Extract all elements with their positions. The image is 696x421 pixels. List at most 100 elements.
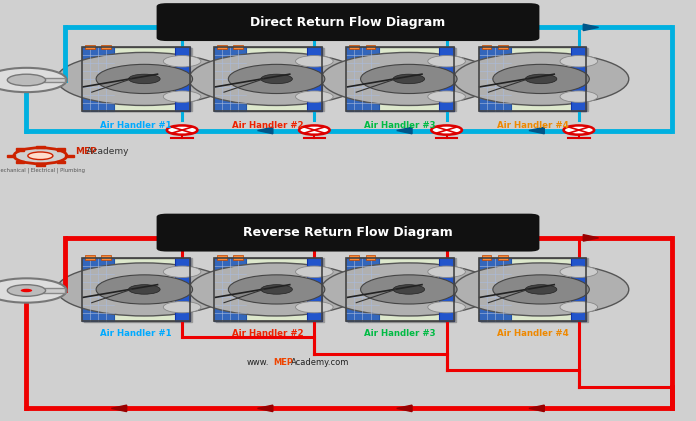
Bar [214, 258, 246, 321]
Text: Air Handler #2: Air Handler #2 [232, 329, 303, 338]
Bar [82, 258, 114, 321]
Bar [571, 47, 586, 110]
Text: MEP: MEP [273, 357, 293, 367]
Bar [214, 47, 246, 110]
Circle shape [228, 64, 325, 93]
Bar [349, 45, 359, 49]
Bar [84, 48, 192, 111]
Bar [439, 258, 454, 321]
Bar [482, 255, 491, 259]
Text: Air Handler #3: Air Handler #3 [365, 329, 436, 338]
Bar [65, 155, 74, 157]
Polygon shape [180, 234, 195, 241]
Circle shape [296, 91, 333, 102]
Polygon shape [529, 127, 544, 134]
Circle shape [7, 74, 46, 86]
Circle shape [428, 56, 466, 67]
Bar [214, 47, 322, 110]
Circle shape [393, 74, 425, 84]
Bar [214, 258, 322, 321]
Bar [15, 148, 24, 151]
Circle shape [560, 91, 598, 102]
Polygon shape [444, 24, 459, 31]
Circle shape [129, 74, 160, 84]
Circle shape [228, 275, 325, 304]
Bar [216, 258, 324, 322]
Circle shape [560, 266, 598, 277]
Polygon shape [583, 234, 599, 241]
Bar [346, 47, 454, 110]
Circle shape [129, 285, 160, 294]
Bar [85, 45, 95, 49]
Text: Academy.com: Academy.com [291, 357, 349, 367]
Bar [233, 255, 243, 259]
Circle shape [96, 275, 193, 304]
Bar [82, 47, 189, 110]
Circle shape [296, 266, 333, 277]
Bar [346, 258, 454, 321]
Bar [346, 258, 454, 321]
Text: Academy: Academy [75, 147, 129, 156]
Bar [175, 47, 189, 110]
Bar [479, 258, 511, 321]
Text: Air Handler #2: Air Handler #2 [232, 121, 303, 130]
Bar [348, 258, 457, 322]
Text: Air Handler #1: Air Handler #1 [100, 329, 171, 338]
Circle shape [28, 152, 53, 160]
Text: Direct Return Flow Diagram: Direct Return Flow Diagram [251, 16, 445, 29]
Bar [57, 148, 65, 151]
Bar [480, 258, 589, 322]
Bar [217, 45, 227, 49]
Circle shape [321, 263, 496, 316]
Text: Air Handler #3: Air Handler #3 [365, 121, 436, 130]
Circle shape [299, 125, 330, 135]
Bar [82, 47, 189, 110]
Circle shape [56, 52, 232, 106]
Text: Reverse Return Flow Diagram: Reverse Return Flow Diagram [243, 226, 453, 239]
Text: Air Handler #1: Air Handler #1 [100, 121, 171, 130]
Bar [82, 258, 189, 321]
Circle shape [560, 301, 598, 313]
Circle shape [96, 64, 193, 93]
Circle shape [428, 91, 466, 102]
Text: Air Handler #4: Air Handler #4 [496, 121, 569, 130]
Circle shape [525, 74, 557, 84]
Circle shape [564, 125, 594, 135]
Bar [216, 48, 324, 111]
Polygon shape [258, 127, 273, 134]
Circle shape [432, 125, 462, 135]
Circle shape [261, 285, 292, 294]
Polygon shape [180, 24, 195, 31]
Circle shape [428, 266, 466, 277]
Circle shape [167, 125, 198, 135]
Text: www.: www. [247, 357, 269, 367]
FancyBboxPatch shape [157, 214, 539, 252]
Polygon shape [258, 405, 273, 412]
Bar [36, 146, 45, 148]
Bar [480, 48, 589, 111]
Text: Air Handler #4: Air Handler #4 [496, 329, 569, 338]
Circle shape [189, 52, 364, 106]
Bar [346, 47, 379, 110]
Bar [36, 163, 45, 166]
Circle shape [560, 56, 598, 67]
Circle shape [164, 91, 201, 102]
Circle shape [493, 64, 590, 93]
Bar [482, 45, 491, 49]
Circle shape [0, 68, 67, 92]
Circle shape [164, 56, 201, 67]
Circle shape [0, 278, 67, 303]
Bar [101, 255, 111, 259]
Circle shape [428, 301, 466, 313]
Bar [439, 47, 454, 110]
Polygon shape [397, 405, 412, 412]
Bar [307, 47, 322, 110]
Circle shape [21, 289, 32, 292]
FancyBboxPatch shape [157, 3, 539, 41]
Bar [15, 161, 24, 163]
Circle shape [361, 64, 457, 93]
Circle shape [296, 301, 333, 313]
Bar [82, 258, 189, 321]
Polygon shape [583, 24, 599, 31]
Circle shape [525, 285, 557, 294]
